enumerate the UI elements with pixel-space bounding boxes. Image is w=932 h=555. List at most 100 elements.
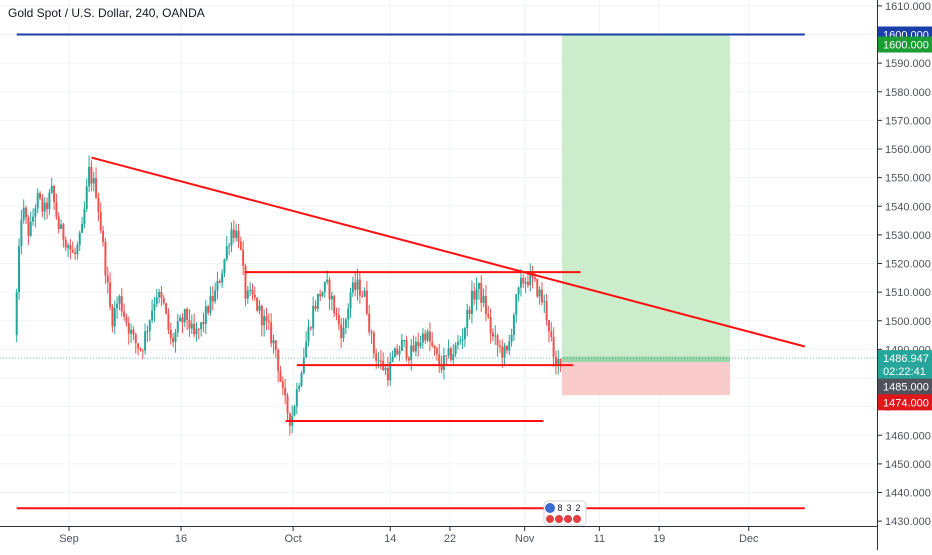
candle-body[interactable] xyxy=(538,289,541,297)
candle-body[interactable] xyxy=(421,333,424,343)
candle-body[interactable] xyxy=(515,294,518,315)
candle-body[interactable] xyxy=(545,301,548,321)
candle-body[interactable] xyxy=(85,186,88,209)
target-zone[interactable] xyxy=(562,34,731,357)
candle-body[interactable] xyxy=(55,202,58,217)
candle-body[interactable] xyxy=(139,348,142,351)
candle-body[interactable] xyxy=(323,282,326,292)
candle-body[interactable] xyxy=(477,282,480,289)
candle-body[interactable] xyxy=(351,282,354,293)
candle-body[interactable] xyxy=(118,296,121,304)
candle-body[interactable] xyxy=(174,332,177,343)
candle-body[interactable] xyxy=(71,249,74,253)
candle-body[interactable] xyxy=(29,221,32,236)
candle-body[interactable] xyxy=(414,341,417,352)
candle-body[interactable] xyxy=(183,309,186,323)
candle-body[interactable] xyxy=(400,340,403,351)
candle-body[interactable] xyxy=(426,331,429,341)
candle-body[interactable] xyxy=(207,306,210,313)
candle-body[interactable] xyxy=(53,185,56,203)
candle-body[interactable] xyxy=(258,305,261,311)
candle-body[interactable] xyxy=(225,246,228,260)
candle-body[interactable] xyxy=(293,406,296,416)
candle-body[interactable] xyxy=(284,387,287,396)
candle-body[interactable] xyxy=(130,329,133,334)
candle-body[interactable] xyxy=(274,340,277,350)
candle-body[interactable] xyxy=(41,198,44,212)
candle-body[interactable] xyxy=(533,277,536,280)
candle-body[interactable] xyxy=(552,336,555,357)
candle-body[interactable] xyxy=(501,347,504,358)
candle-body[interactable] xyxy=(22,207,25,220)
candle-body[interactable] xyxy=(358,279,361,296)
candle-body[interactable] xyxy=(386,367,389,381)
descending-trendline[interactable] xyxy=(91,156,806,348)
candle-body[interactable] xyxy=(193,323,196,335)
candle-body[interactable] xyxy=(90,166,93,184)
candle-body[interactable] xyxy=(498,345,501,348)
candle-body[interactable] xyxy=(134,334,137,344)
candle-body[interactable] xyxy=(200,322,203,330)
candle-body[interactable] xyxy=(356,279,359,290)
candle-body[interactable] xyxy=(496,335,499,346)
candle-body[interactable] xyxy=(543,301,546,303)
candle-body[interactable] xyxy=(34,208,37,217)
candle-body[interactable] xyxy=(433,346,436,349)
candle-body[interactable] xyxy=(48,192,51,210)
candle-body[interactable] xyxy=(223,259,226,274)
candle-body[interactable] xyxy=(277,349,280,372)
candle-body[interactable] xyxy=(484,296,487,314)
candle-body[interactable] xyxy=(32,216,35,222)
candle-body[interactable] xyxy=(487,313,490,317)
candle-body[interactable] xyxy=(18,246,21,293)
candle-body[interactable] xyxy=(309,327,312,329)
candle-body[interactable] xyxy=(281,381,284,388)
candle-body[interactable] xyxy=(475,288,478,300)
candle-body[interactable] xyxy=(389,361,392,381)
candle-body[interactable] xyxy=(216,281,219,291)
candle-body[interactable] xyxy=(524,281,527,284)
candle-body[interactable] xyxy=(557,358,560,365)
candle-body[interactable] xyxy=(228,245,231,247)
candle-body[interactable] xyxy=(454,344,457,355)
candle-body[interactable] xyxy=(146,330,149,332)
candle-body[interactable] xyxy=(204,306,207,324)
candle-body[interactable] xyxy=(15,292,18,336)
candle-body[interactable] xyxy=(463,328,466,340)
candle-body[interactable] xyxy=(393,348,396,358)
candle-body[interactable] xyxy=(316,293,319,309)
candle-body[interactable] xyxy=(74,252,77,254)
candle-body[interactable] xyxy=(459,340,462,342)
candle-body[interactable] xyxy=(190,323,193,329)
candle-body[interactable] xyxy=(547,320,550,332)
candle-body[interactable] xyxy=(300,373,303,386)
candle-body[interactable] xyxy=(211,295,214,302)
candle-body[interactable] xyxy=(267,320,270,323)
time-scale-bg[interactable] xyxy=(0,527,878,550)
candle-body[interactable] xyxy=(25,207,28,218)
candle-body[interactable] xyxy=(396,348,399,355)
candle-body[interactable] xyxy=(109,282,112,307)
candle-body[interactable] xyxy=(69,245,72,250)
candle-body[interactable] xyxy=(438,354,441,366)
candle-body[interactable] xyxy=(365,290,368,314)
candle-body[interactable] xyxy=(354,282,357,290)
candle-body[interactable] xyxy=(50,185,53,193)
candle-body[interactable] xyxy=(102,230,105,242)
candle-body[interactable] xyxy=(260,305,263,326)
candle-body[interactable] xyxy=(237,230,240,242)
candle-body[interactable] xyxy=(347,308,350,320)
candle-body[interactable] xyxy=(279,371,282,382)
candle-body[interactable] xyxy=(442,355,445,370)
candle-body[interactable] xyxy=(307,327,310,342)
candle-body[interactable] xyxy=(167,313,170,330)
candle-body[interactable] xyxy=(188,319,191,329)
candle-body[interactable] xyxy=(97,197,100,213)
candle-body[interactable] xyxy=(344,319,347,328)
candle-body[interactable] xyxy=(123,311,126,317)
candle-body[interactable] xyxy=(494,335,497,337)
candle-body[interactable] xyxy=(99,212,102,231)
candle-body[interactable] xyxy=(526,281,529,286)
